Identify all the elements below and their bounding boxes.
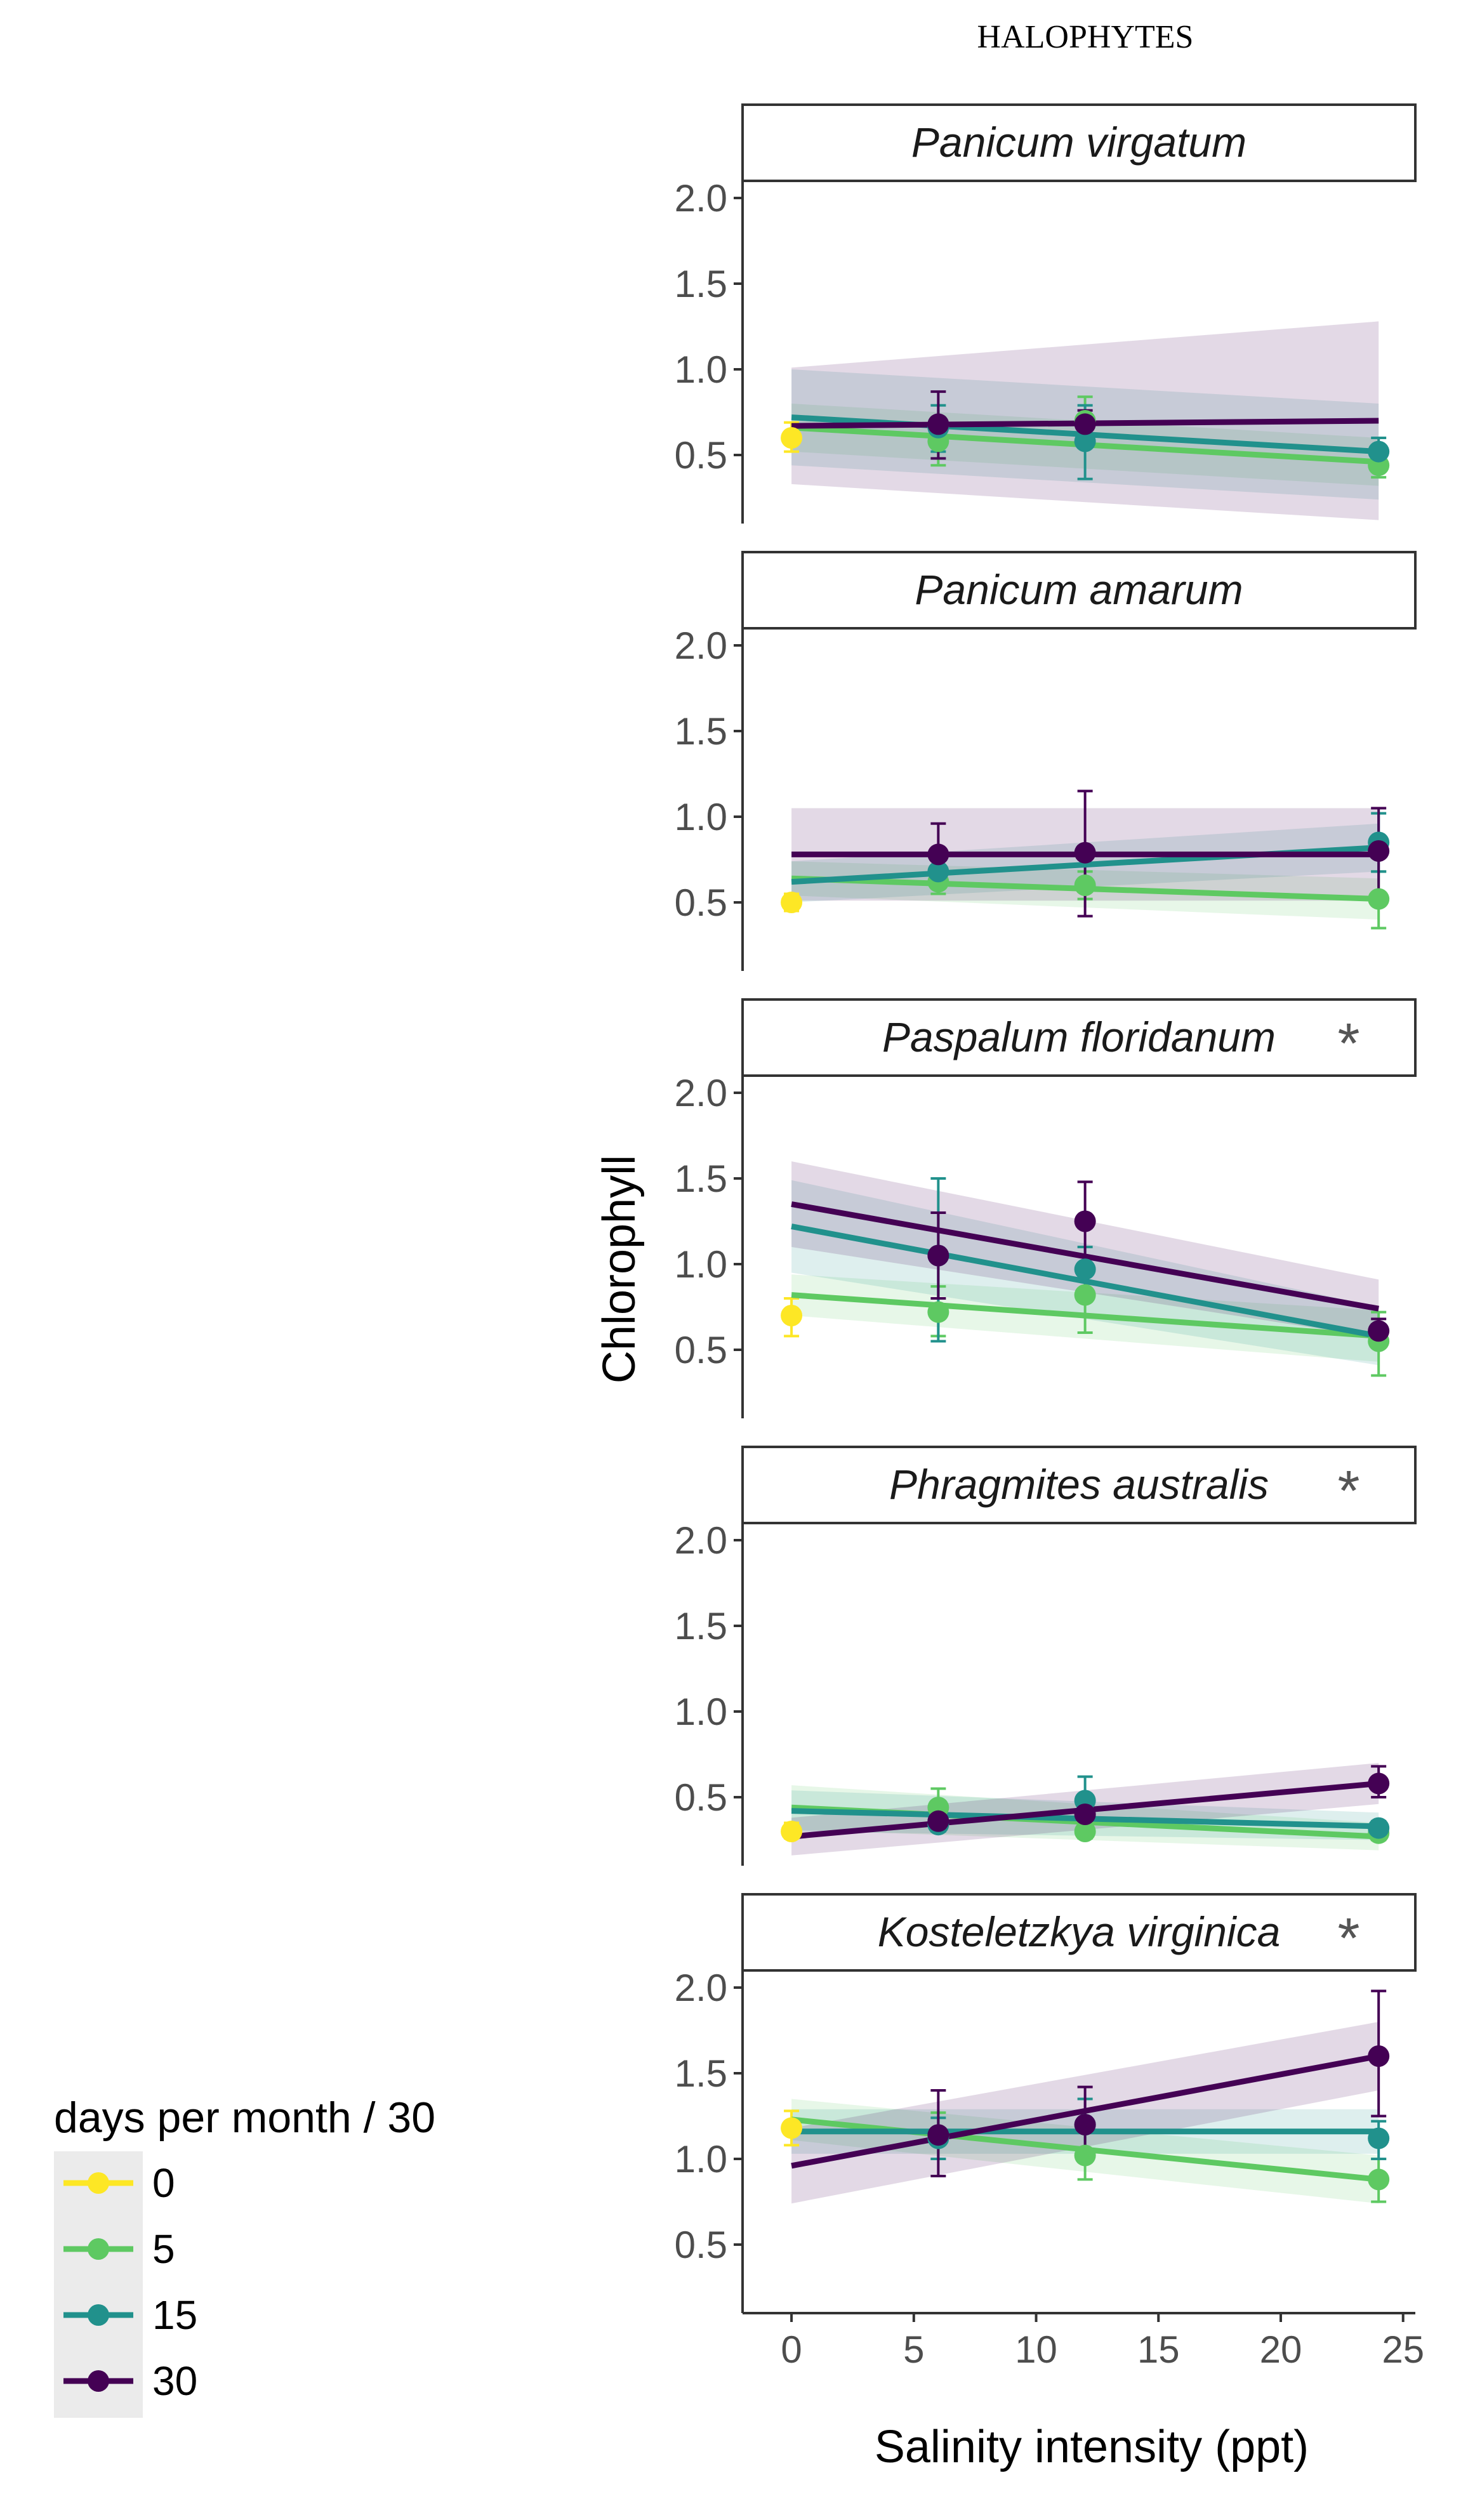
panel-title: Paspalum floridanum <box>882 1013 1276 1060</box>
y-tick-label: 1.5 <box>675 1158 727 1200</box>
data-point <box>1074 841 1096 864</box>
x-tick-label: 25 <box>1382 2328 1424 2371</box>
data-point <box>1368 1320 1390 1342</box>
y-tick-label: 0.5 <box>675 434 727 477</box>
panel-significance-marker: * <box>1337 1460 1359 1523</box>
data-point <box>927 1810 949 1832</box>
y-tick-label: 1.0 <box>675 1691 727 1733</box>
y-tick-label: 1.0 <box>675 348 727 391</box>
data-point <box>1074 874 1096 896</box>
legend-label: 30 <box>152 2358 197 2404</box>
y-tick-label: 0.5 <box>675 881 727 924</box>
x-tick-label: 0 <box>781 2328 802 2371</box>
fit-line <box>791 2053 1380 2169</box>
legend-label: 0 <box>152 2160 175 2206</box>
y-tick-label: 1.5 <box>675 710 727 753</box>
y-tick-label: 1.0 <box>675 1243 727 1286</box>
y-tick-label: 2.0 <box>675 1072 727 1114</box>
legend-key-point <box>88 2172 109 2194</box>
data-point <box>781 1305 803 1326</box>
panel-significance-marker: * <box>1337 1012 1359 1076</box>
data-point <box>927 843 949 866</box>
panel: Paspalum floridanum * 0.5 1.0 1.5 2.0 <box>675 998 1417 1418</box>
panel-title: Panicum virgatum <box>911 119 1246 166</box>
panel-strip <box>741 998 1417 1077</box>
x-tick-label: 20 <box>1260 2328 1302 2371</box>
panel: Panicum virgatum 0.5 1.0 1.5 2.0 <box>675 103 1417 524</box>
data-point <box>1074 1821 1096 1842</box>
legend-key-point <box>88 2304 109 2326</box>
data-point <box>1074 2114 1096 2135</box>
y-tick-label: 1.5 <box>675 263 727 305</box>
panel-strip <box>741 1446 1417 1524</box>
fit-line <box>791 1201 1379 1312</box>
y-tick-label: 1.0 <box>675 796 727 838</box>
y-tick-label: 2.0 <box>675 1967 727 2009</box>
data-point <box>1074 1804 1096 1825</box>
data-point <box>1368 888 1390 910</box>
data-point <box>927 861 949 883</box>
data-point <box>781 2117 803 2139</box>
data-point <box>1074 430 1096 452</box>
legend-key-point <box>88 2370 109 2392</box>
data-point <box>781 892 803 913</box>
y-tick-label: 1.5 <box>675 1605 727 1647</box>
y-tick-label: 2.0 <box>675 624 727 667</box>
data-point <box>1368 1817 1390 1839</box>
data-point <box>1074 2144 1096 2167</box>
panel-title: Kosteletzkya virginica <box>878 1908 1281 1955</box>
panel-title: Phragmites australis <box>889 1461 1269 1508</box>
y-tick-label: 2.0 <box>675 1519 727 1562</box>
data-point <box>1368 2168 1390 2191</box>
panel: Kosteletzkya virginica * 0.5 1.0 1.5 2.0 <box>675 1893 1417 2313</box>
panel: Phragmites australis * 0.5 1.0 1.5 2.0 <box>675 1446 1417 1866</box>
x-tick-label: 15 <box>1137 2328 1180 2371</box>
data-point <box>1368 1772 1390 1795</box>
data-point <box>781 1821 803 1842</box>
fit-line <box>791 1292 1379 1339</box>
data-point <box>927 413 949 435</box>
legend-title: days per month / 30 <box>54 2094 435 2142</box>
data-point <box>1074 1258 1096 1281</box>
panel-strip <box>741 1893 1417 1972</box>
panel-strip <box>741 551 1417 630</box>
panel-title: Panicum amarum <box>915 566 1243 613</box>
data-point <box>1074 1210 1096 1232</box>
x-tick-label: 10 <box>1015 2328 1057 2371</box>
panel-significance-marker: * <box>1337 1907 1359 1970</box>
panel-strip <box>741 103 1417 182</box>
legend: days per month / 30 0 5 15 30 <box>54 2094 435 2418</box>
data-point <box>1368 440 1390 463</box>
data-point <box>927 1301 949 1323</box>
y-tick-label: 0.5 <box>675 1329 727 1371</box>
legend-key-point <box>88 2238 109 2260</box>
x-axis-label: Salinity intensity (ppt) <box>875 2422 1309 2472</box>
chart-title: HALOPHYTES <box>977 19 1194 55</box>
legend-label: 5 <box>152 2226 175 2272</box>
fit-line <box>791 1224 1380 1339</box>
data-point <box>927 1244 949 1267</box>
panel: Panicum amarum 0.5 1.0 1.5 2.0 <box>675 551 1417 971</box>
data-point <box>1074 1284 1096 1306</box>
y-tick-label: 1.0 <box>675 2138 727 2180</box>
data-point <box>1368 2127 1390 2149</box>
data-point <box>781 427 803 449</box>
y-tick-label: 1.5 <box>675 2052 727 2095</box>
data-point <box>1368 2045 1390 2067</box>
y-tick-label: 0.5 <box>675 2224 727 2266</box>
y-axis-label: Chlorophyll <box>594 1155 645 1383</box>
y-tick-label: 0.5 <box>675 1776 727 1819</box>
legend-label: 15 <box>152 2292 197 2338</box>
data-point <box>1368 840 1390 862</box>
data-point <box>1074 413 1096 435</box>
x-tick-label: 5 <box>903 2328 924 2371</box>
y-tick-label: 2.0 <box>675 177 727 220</box>
legend-entries: 0 5 15 30 <box>63 2160 197 2404</box>
data-point <box>927 2124 949 2146</box>
x-axis: 0 5 10 15 20 25 <box>743 2312 1424 2371</box>
